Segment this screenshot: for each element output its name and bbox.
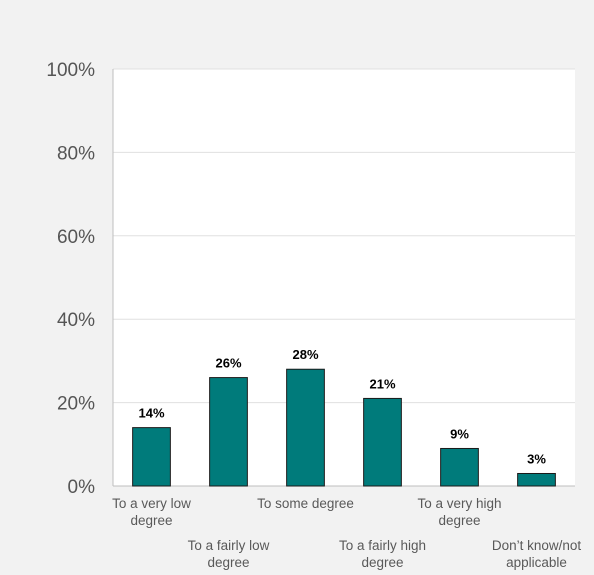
bar bbox=[440, 447, 479, 487]
category-label: degree bbox=[361, 555, 403, 570]
category-label: To a very high bbox=[417, 496, 501, 511]
y-tick-label: 80% bbox=[57, 143, 95, 164]
category-label: degree bbox=[207, 555, 249, 570]
plot-area bbox=[113, 69, 575, 486]
data-label: 14% bbox=[138, 406, 164, 421]
category-labels: To a very low degree To a fairly low degree… bbox=[112, 496, 581, 570]
data-label: 21% bbox=[369, 376, 395, 391]
category-label: To a fairly low bbox=[188, 538, 270, 553]
y-tick-label: 100% bbox=[46, 60, 95, 81]
data-label: 9% bbox=[450, 426, 469, 441]
data-label: 28% bbox=[292, 347, 318, 362]
category-label: degree bbox=[438, 513, 480, 528]
y-axis-ticks: 0% 20% 40% 60% 80% 100% bbox=[46, 60, 95, 498]
y-tick-label: 0% bbox=[68, 477, 96, 498]
bars bbox=[132, 368, 556, 487]
gridlines bbox=[112, 68, 575, 487]
bar bbox=[286, 368, 325, 487]
category-label: degree bbox=[130, 513, 172, 528]
y-tick-label: 20% bbox=[57, 394, 95, 415]
category-label: To a fairly high bbox=[339, 538, 426, 553]
data-label: 26% bbox=[215, 356, 241, 371]
data-labels: 14% 26% 28% 21% 9% 3% bbox=[138, 347, 546, 466]
category-label: To a very low bbox=[112, 496, 191, 511]
bar bbox=[209, 377, 248, 487]
bar bbox=[517, 472, 556, 487]
category-label: applicable bbox=[506, 555, 567, 570]
category-label: Don’t know/not bbox=[492, 538, 582, 553]
y-tick-label: 60% bbox=[57, 227, 95, 248]
category-label: To some degree bbox=[257, 496, 354, 511]
bar bbox=[363, 397, 402, 487]
data-label: 3% bbox=[527, 451, 546, 466]
bar bbox=[132, 427, 171, 487]
y-tick-label: 40% bbox=[57, 310, 95, 331]
